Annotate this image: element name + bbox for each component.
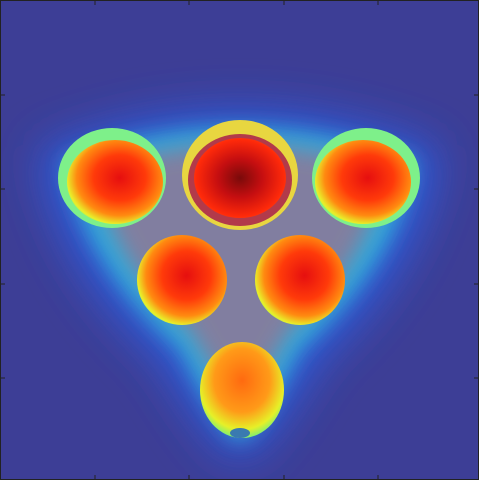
blob (194, 138, 286, 218)
blob (315, 140, 411, 224)
spot (230, 428, 250, 438)
blob (137, 235, 227, 325)
core-glow (95, 145, 385, 400)
blob (67, 140, 163, 224)
blob (200, 342, 284, 438)
blob (255, 235, 345, 325)
